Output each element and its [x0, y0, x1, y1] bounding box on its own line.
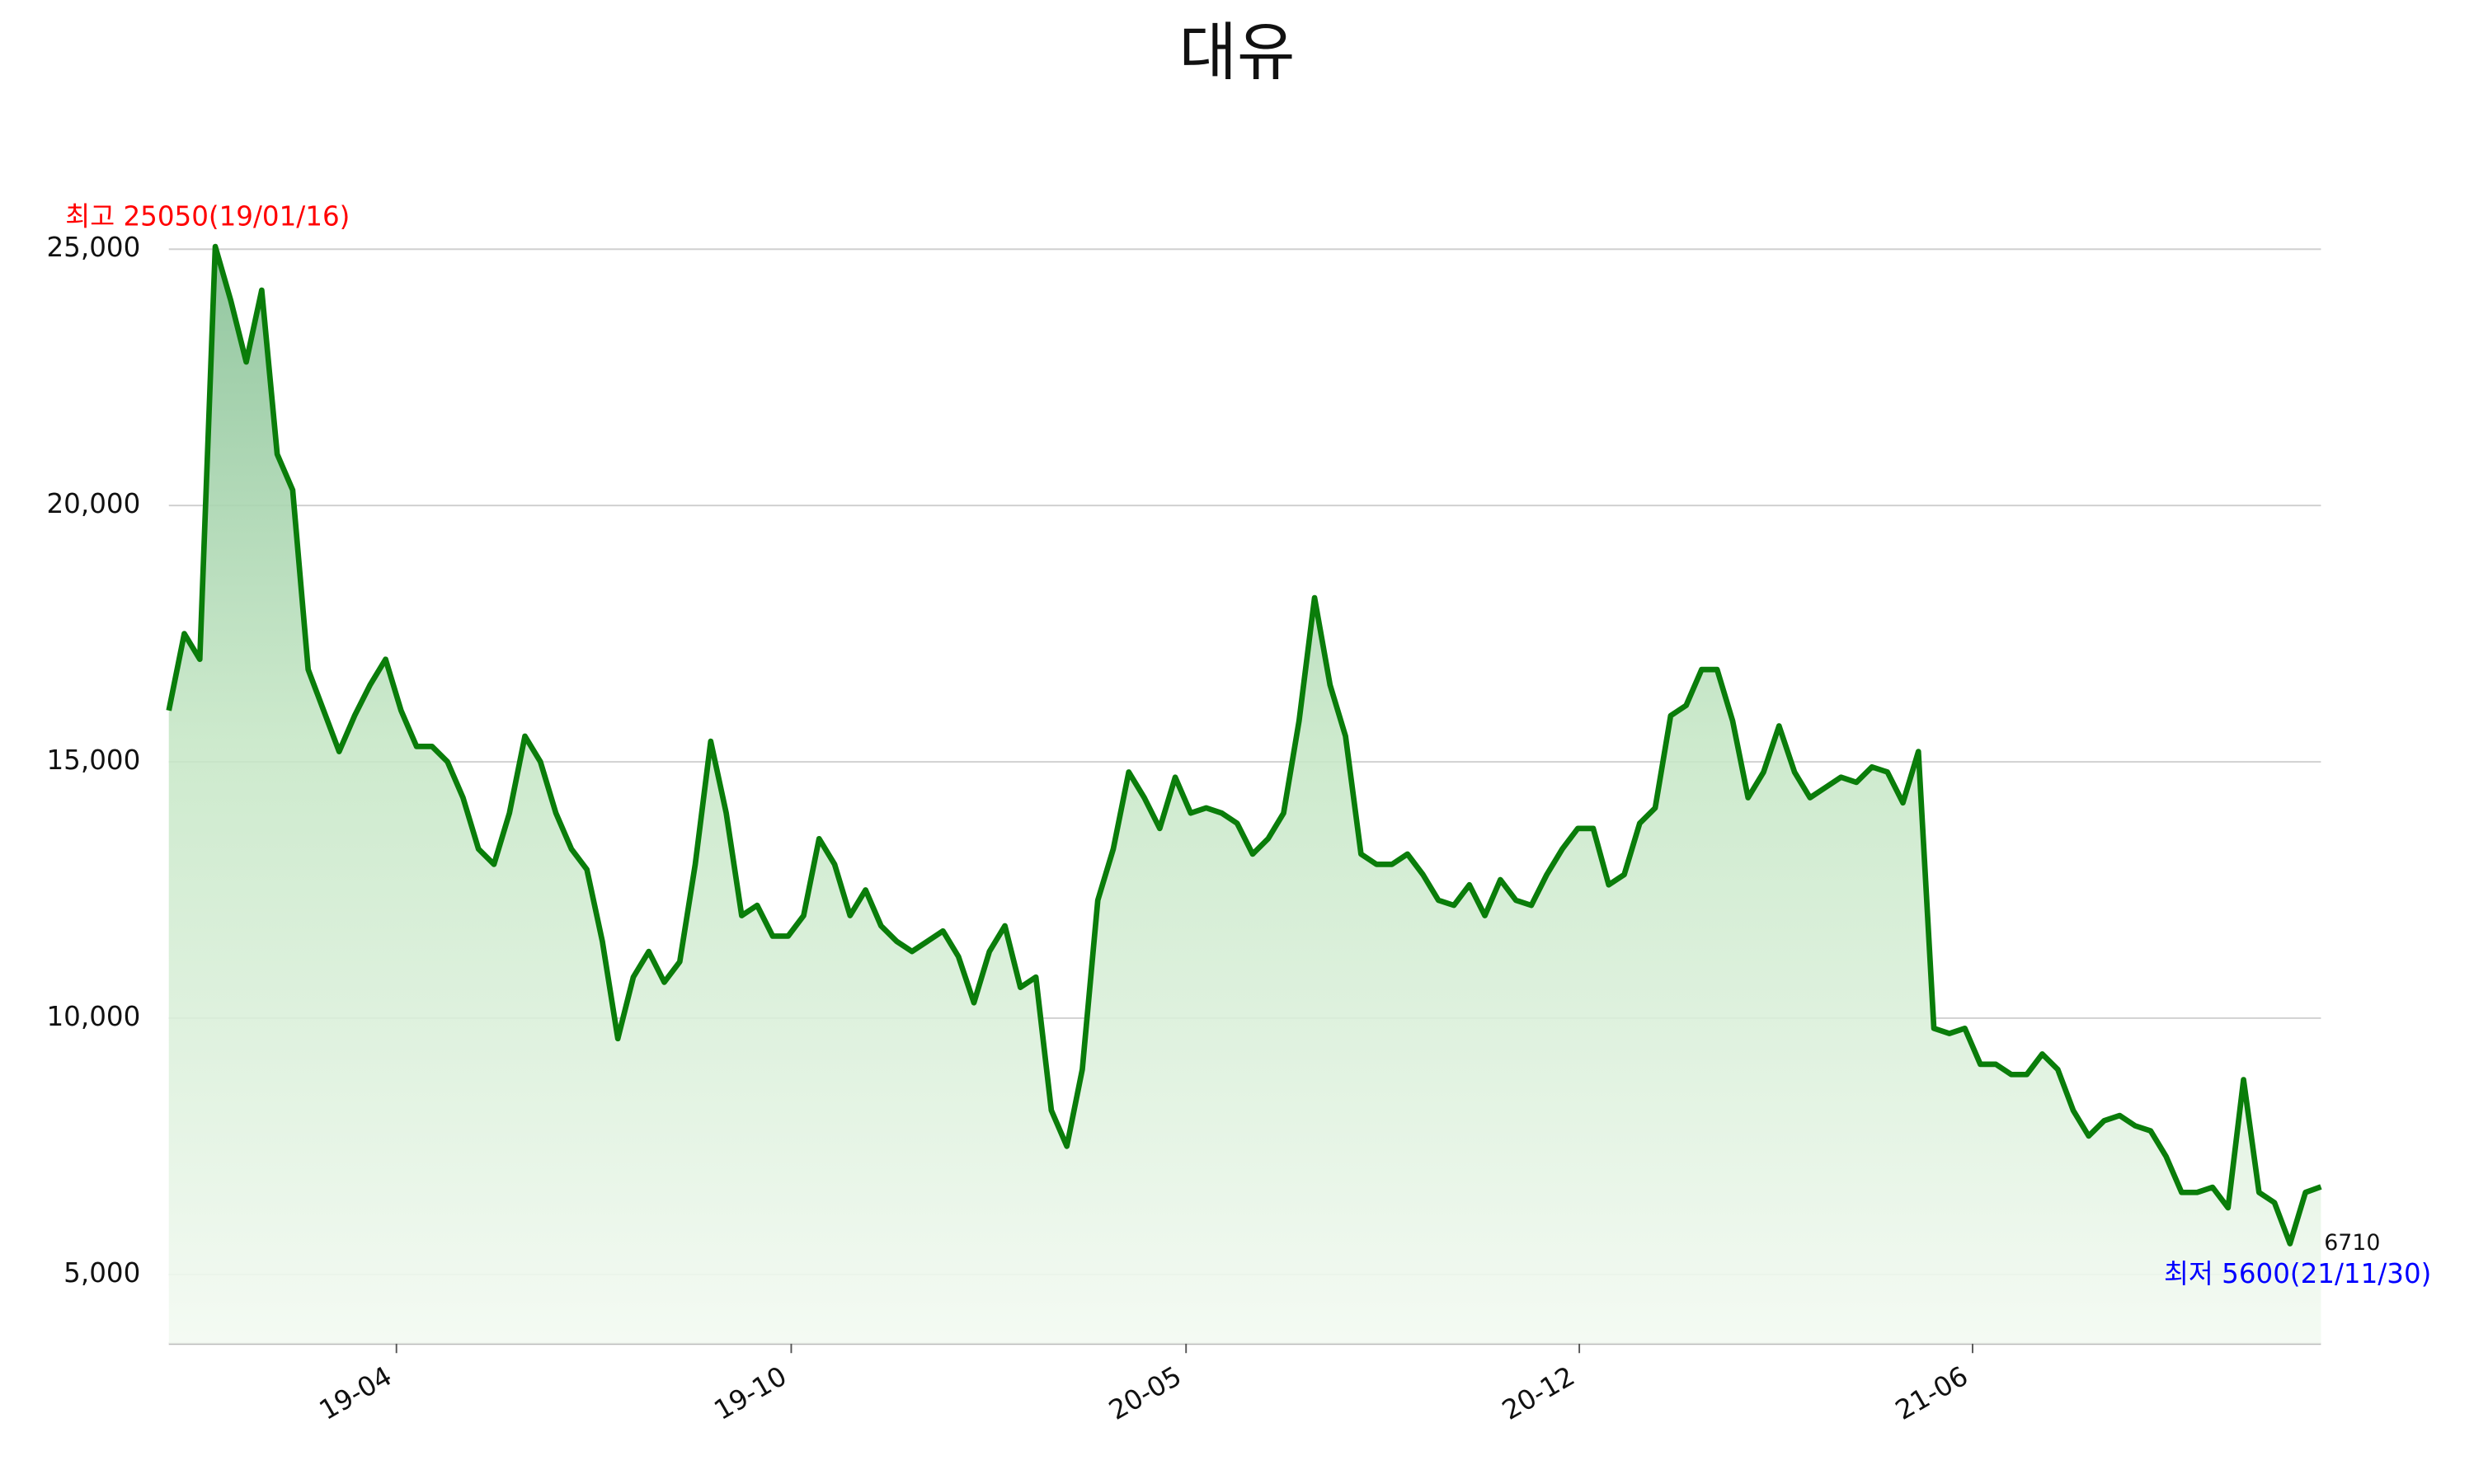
price-line: [166, 243, 2322, 1247]
y-tick-label: 5,000: [63, 1257, 140, 1289]
annotation: 6710: [2324, 1230, 2380, 1256]
y-tick-label: 25,000: [46, 232, 140, 263]
annotation: 최저 5600(21/11/30): [2164, 1258, 2431, 1289]
x-tick-label: 19-04: [314, 1360, 397, 1426]
y-tick-label: 15,000: [46, 744, 140, 776]
annotation: 최고 25050(19/01/16): [65, 201, 350, 232]
x-tick-label: 20-12: [1497, 1360, 1580, 1426]
y-tick-label: 20,000: [46, 488, 140, 519]
area: [168, 247, 2321, 1344]
x-tick-label: 21-06: [1890, 1360, 1973, 1426]
x-tick-label: 19-10: [708, 1360, 792, 1426]
x-tick-label: 20-05: [1103, 1360, 1187, 1426]
chart-title: 대유: [1179, 16, 1296, 90]
y-tick-label: 10,000: [46, 1001, 140, 1032]
